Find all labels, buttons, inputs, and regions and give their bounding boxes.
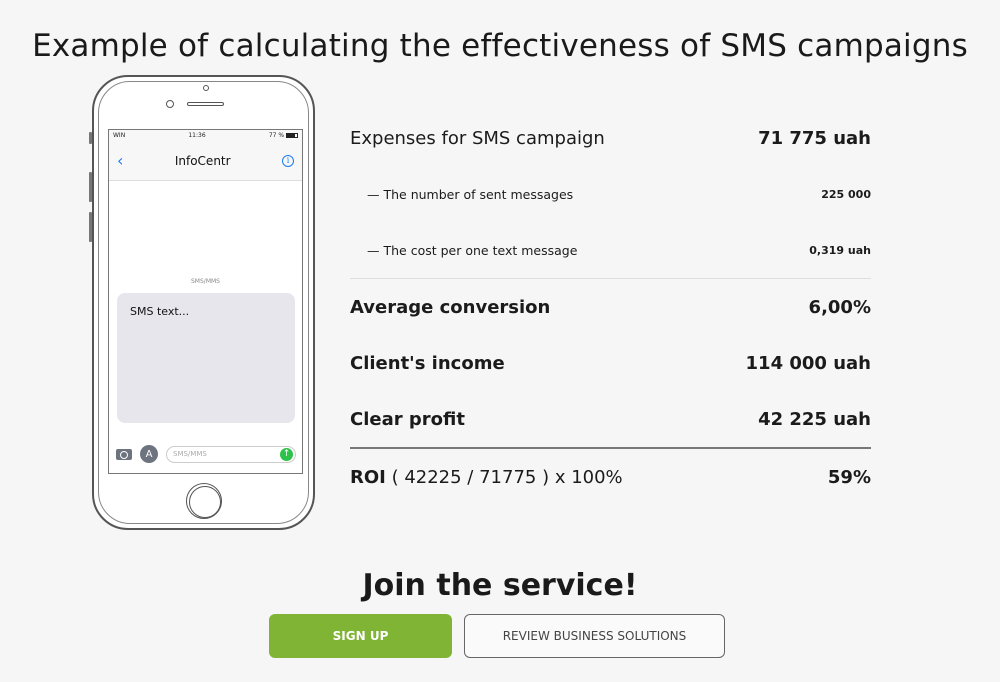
phone-mockup: WIN 11:36 77 % ‹ InfoCentr i SMS/MMS SMS… — [89, 75, 315, 530]
message-type-label: SMS/MMS — [191, 278, 220, 285]
calculation-table: Expenses for SMS campaign 71 775 uah — T… — [350, 110, 871, 505]
message-input-row: A SMS/MMS ↑ — [116, 445, 296, 463]
expenses-label: Expenses for SMS campaign — [350, 127, 605, 149]
appstore-icon[interactable]: A — [140, 445, 158, 463]
roi-expression: ROI ( 42225 / 71775 ) x 100% — [350, 467, 623, 488]
profit-row: Clear profit 42 225 uah — [350, 391, 871, 447]
join-title: Join the service! — [362, 568, 638, 603]
phone-screen: WIN 11:36 77 % ‹ InfoCentr i SMS/MMS SMS… — [108, 129, 303, 474]
camera-icon[interactable] — [116, 448, 132, 460]
roi-label: ROI — [350, 466, 386, 488]
arrow-up-icon[interactable]: ↑ — [280, 447, 293, 461]
chevron-left-icon[interactable]: ‹ — [117, 151, 124, 170]
message-input-placeholder: SMS/MMS — [173, 450, 207, 458]
cost-per-message-value: 0,319 uah — [809, 243, 871, 257]
home-button — [186, 483, 222, 519]
conversion-label: Average conversion — [350, 296, 551, 318]
message-text: SMS text... — [130, 305, 190, 318]
battery-icon — [285, 133, 298, 138]
carrier: WIN — [113, 132, 126, 139]
sent-messages-value: 225 000 — [821, 187, 871, 201]
roi-value: 59% — [827, 466, 871, 488]
sign-up-button[interactable]: SIGN UP — [269, 614, 452, 658]
earpiece-speaker — [187, 102, 224, 106]
expenses-row: Expenses for SMS campaign 71 775 uah — [350, 110, 871, 166]
divider — [350, 278, 871, 279]
review-business-solutions-button[interactable]: REVIEW BUSINESS SOLUTIONS — [464, 614, 725, 658]
message-input[interactable]: SMS/MMS ↑ — [166, 445, 296, 463]
conversion-row: Average conversion 6,00% — [350, 279, 871, 335]
total-divider — [350, 447, 871, 449]
expenses-value: 71 775 uah — [758, 127, 871, 149]
message-bubble: SMS text... — [117, 293, 295, 423]
phone-mute-switch — [89, 132, 92, 144]
phone-volume-down — [89, 212, 92, 242]
sent-messages-row: — The number of sent messages 225 000 — [350, 166, 871, 222]
profit-label: Clear profit — [350, 408, 465, 430]
battery-status: 77 % — [269, 132, 298, 139]
roi-row: ROI ( 42225 / 71775 ) x 100% 59% — [350, 449, 871, 505]
conversion-value: 6,00% — [808, 296, 871, 318]
profit-value: 42 225 uah — [758, 408, 871, 430]
front-sensor — [203, 85, 209, 91]
income-row: Client's income 114 000 uah — [350, 335, 871, 391]
cost-per-message-row: — The cost per one text message 0,319 ua… — [350, 222, 871, 278]
info-icon[interactable]: i — [282, 154, 294, 167]
income-label: Client's income — [350, 352, 505, 374]
status-bar: WIN 11:36 77 % — [109, 130, 302, 141]
sent-messages-label: — The number of sent messages — [367, 186, 574, 202]
phone-volume-up — [89, 172, 92, 202]
phone-bezel — [98, 81, 309, 524]
cost-per-message-label: — The cost per one text message — [367, 242, 578, 258]
page-title: Example of calculating the effectiveness… — [32, 28, 968, 64]
conversation-title: InfoCentr — [174, 153, 231, 168]
roi-formula: ( 42225 / 71775 ) x 100% — [385, 466, 623, 488]
income-value: 114 000 uah — [745, 352, 871, 374]
message-nav-bar: ‹ InfoCentr i — [109, 141, 302, 181]
front-camera — [166, 100, 174, 108]
clock: 11:36 — [188, 132, 206, 139]
